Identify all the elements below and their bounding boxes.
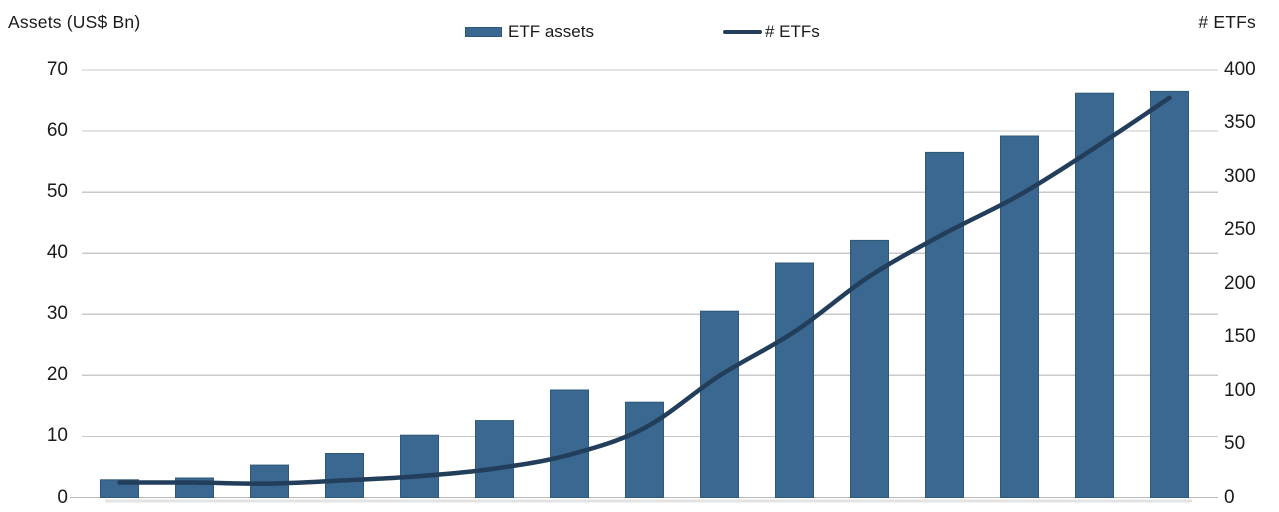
left-axis-tick-label: 50 xyxy=(46,181,68,203)
etf-assets-bar xyxy=(550,389,589,498)
etf-assets-bar xyxy=(775,262,814,498)
etf-assets-bar xyxy=(700,310,739,499)
right-axis-tick-label: 0 xyxy=(1224,486,1235,508)
right-axis-tick-label: 200 xyxy=(1224,272,1256,294)
etf-assets-bar xyxy=(1150,90,1189,499)
bar-swatch-icon xyxy=(465,27,502,37)
etf-count-line xyxy=(117,95,1172,486)
right-axis-tick-label: 100 xyxy=(1224,379,1256,401)
right-axis-tick-label: 50 xyxy=(1224,433,1246,455)
right-axis-tick-label: 150 xyxy=(1224,326,1256,348)
left-axis-tick-label: 30 xyxy=(46,303,68,325)
legend-label-num-etfs: # ETFs xyxy=(765,22,820,41)
etf-assets-bar xyxy=(400,434,439,499)
etf-assets-bar xyxy=(325,453,364,498)
etf-assets-bar xyxy=(625,401,664,499)
left-axis-tick-label: 10 xyxy=(46,425,68,447)
left-axis-tick-label: 40 xyxy=(46,242,68,264)
etf-assets-bar xyxy=(475,420,514,499)
etf-assets-bar xyxy=(1075,92,1114,498)
left-axis-tick-label: 0 xyxy=(57,486,68,508)
right-axis-tick-label: 300 xyxy=(1224,165,1256,187)
legend-item-num-etfs: # ETFs xyxy=(723,22,820,42)
legend-item-etf-assets: ETF assets xyxy=(465,22,594,42)
left-axis-tick-label: 70 xyxy=(46,59,68,80)
right-axis-tick-label: 350 xyxy=(1224,112,1256,134)
right-axis-title: # ETFs xyxy=(1198,12,1256,32)
left-axis-title: Assets (US$ Bn) xyxy=(8,12,141,32)
right-axis-tick-label: 250 xyxy=(1224,219,1256,241)
right-axis-tick-label: 400 xyxy=(1224,59,1256,80)
legend-label-etf-assets: ETF assets xyxy=(508,22,594,41)
line-swatch-icon xyxy=(723,30,762,34)
left-axis-tick-label: 60 xyxy=(46,120,68,142)
left-axis-tick-label: 20 xyxy=(46,364,68,386)
etf-assets-bar xyxy=(1000,135,1039,498)
etf-assets-bar xyxy=(925,151,964,498)
